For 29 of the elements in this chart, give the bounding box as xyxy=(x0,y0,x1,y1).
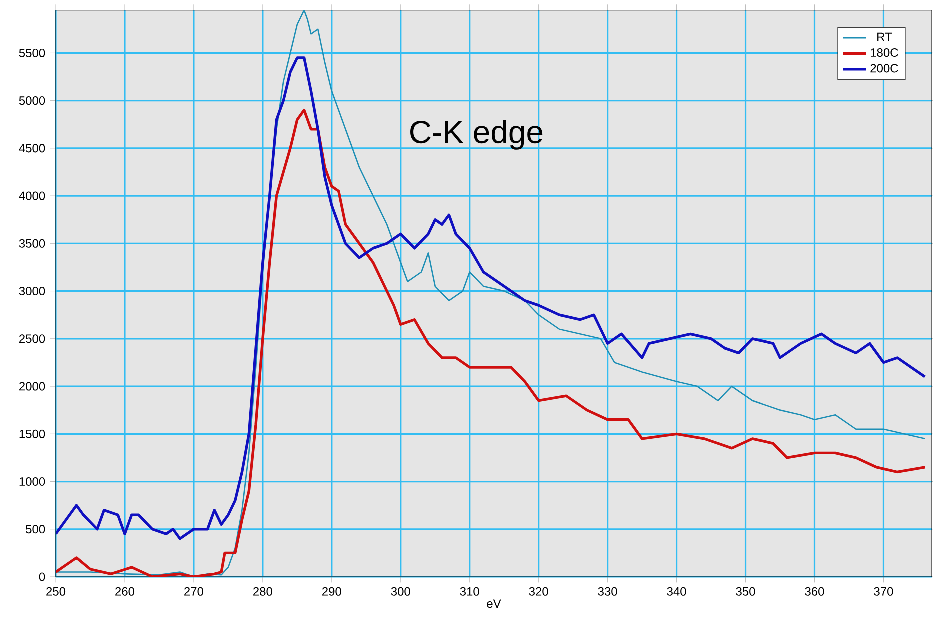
y-tick-label: 2500 xyxy=(20,334,46,344)
x-tick-label: 300 xyxy=(391,587,410,596)
y-tick-label: 0 xyxy=(39,572,46,582)
y-tick-label: 3000 xyxy=(19,287,46,296)
x-tick-label: 280 xyxy=(254,587,272,596)
y-tick-label: 5000 xyxy=(19,96,46,106)
legend-label: RT xyxy=(878,32,892,42)
y-tick-label: 500 xyxy=(26,525,46,534)
y-tick-label: 5500 xyxy=(19,48,46,58)
x-tick-label: 340 xyxy=(667,587,686,596)
x-axis-title: eV xyxy=(487,600,502,608)
x-tick-label: 320 xyxy=(529,587,548,596)
x-tick-label: 370 xyxy=(874,587,894,596)
x-tick-label: 310 xyxy=(460,587,480,596)
x-tick-label: 290 xyxy=(322,587,342,596)
y-tick-label: 2000 xyxy=(20,382,46,391)
y-tick-label: 1000 xyxy=(20,478,46,486)
x-tick-label: 260 xyxy=(116,587,135,596)
x-tick-label: 350 xyxy=(736,587,756,596)
y-tick-label: 4500 xyxy=(19,144,46,153)
legend-label: 180C xyxy=(871,48,898,58)
x-tick-label: 250 xyxy=(46,587,66,596)
y-tick-label: 1500 xyxy=(20,430,46,438)
legend-label: 200C xyxy=(870,64,898,73)
y-tick-label: 4000 xyxy=(19,192,46,200)
y-tick-label: 3500 xyxy=(19,239,46,248)
x-tick-label: 360 xyxy=(805,587,824,596)
x-tick-label: 270 xyxy=(184,587,204,596)
x-tick-label: 330 xyxy=(598,587,618,596)
